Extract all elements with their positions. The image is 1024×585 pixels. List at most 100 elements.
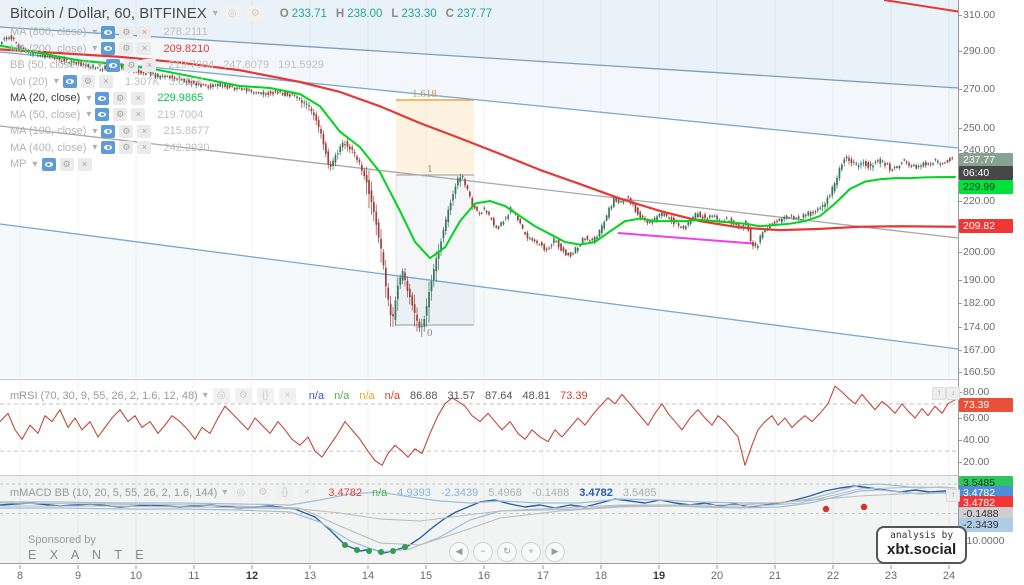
gear-icon[interactable]: ⚙	[80, 75, 95, 89]
close-icon[interactable]: ×	[131, 91, 146, 105]
indicator-values: 229.9865	[157, 92, 203, 104]
eye-icon[interactable]	[95, 91, 110, 105]
indicator-row[interactable]: MA (400, close) ▾ ⚙ × 242.2930	[10, 140, 324, 157]
close-icon[interactable]: ×	[137, 42, 152, 56]
chevron-down-icon[interactable]: ▾	[92, 43, 98, 55]
indicator-row[interactable]: MA (20, close) ▾ ⚙ × 229.9865	[10, 90, 324, 107]
source-icon[interactable]: {}	[256, 388, 274, 403]
chevron-down-icon[interactable]: ▾	[92, 142, 98, 154]
eye-icon[interactable]	[101, 42, 116, 56]
indicator-label[interactable]: MA (20, close)	[10, 92, 81, 105]
gear-icon[interactable]: ⚙	[254, 485, 272, 500]
rsi-label[interactable]: mRSI (70, 30, 9, 55, 26, 2, 1.6, 12, 48)	[10, 389, 198, 402]
indicator-row[interactable]: MA (100, close) ▾ ⚙ × 215.8677	[10, 123, 324, 140]
rsi-pane-down-button[interactable]: ↓	[946, 387, 960, 400]
eye-icon[interactable]	[101, 124, 116, 138]
gear-icon[interactable]: ⚙	[113, 108, 128, 122]
indicator-label[interactable]: MP	[10, 158, 27, 171]
axis-label: 60.00	[963, 412, 990, 424]
time-label: 19	[652, 570, 666, 582]
close-icon[interactable]: ×	[131, 108, 146, 122]
chevron-down-icon[interactable]: ▾	[92, 125, 98, 137]
axis-label: 20.00	[963, 456, 990, 468]
magenta-line	[617, 232, 754, 245]
chevron-down-icon[interactable]: ▾	[222, 487, 228, 498]
symbol-title[interactable]: Bitcoin / Dollar, 60, BITFINEX	[10, 5, 207, 22]
indicator-row[interactable]: MA (50, close) ▾ ⚙ × 219.7004	[10, 107, 324, 124]
indicator-label[interactable]: MA (50, close)	[10, 108, 81, 121]
eye-icon[interactable]	[95, 108, 110, 122]
close-icon[interactable]: ×	[98, 75, 113, 89]
close-icon[interactable]: ×	[142, 58, 157, 72]
chevron-down-icon[interactable]: ▾	[53, 76, 59, 88]
gear-icon[interactable]: ⚙	[234, 388, 252, 403]
gear-icon[interactable]: ⚙	[119, 124, 134, 138]
indicator-label[interactable]: MA (200, close)	[10, 42, 87, 55]
indicator-values: 242.2930	[163, 142, 209, 154]
chevron-down-icon[interactable]: ▾	[86, 92, 92, 104]
eye-icon[interactable]: ◎	[223, 6, 241, 21]
chevron-down-icon[interactable]: ▾	[86, 109, 92, 121]
eye-icon[interactable]	[41, 157, 56, 171]
chevron-down-icon[interactable]: ▾	[92, 26, 98, 38]
close-icon[interactable]: ×	[278, 388, 296, 403]
scroll-right-button[interactable]: ▶	[545, 542, 565, 562]
zoom-in-button[interactable]: +	[521, 542, 541, 562]
gear-icon[interactable]: ⚙	[124, 58, 139, 72]
rsi-pane-up-button[interactable]: ↑	[932, 387, 946, 400]
close-icon[interactable]: ×	[137, 141, 152, 155]
macd-green-dot	[390, 548, 396, 554]
axis-label: 220.00	[963, 195, 996, 207]
price-badge: 229.99	[959, 180, 1013, 194]
scroll-left-button[interactable]: ◀	[449, 542, 469, 562]
gear-icon[interactable]: ⚙	[119, 141, 134, 155]
indicator-value: 1.307K	[124, 75, 160, 88]
source-icon[interactable]: {}	[276, 485, 294, 500]
chevron-down-icon[interactable]: ▾	[212, 8, 218, 19]
close-icon[interactable]: ×	[77, 157, 92, 171]
sponsor-text: Sponsored by	[28, 534, 96, 546]
eye-icon[interactable]	[106, 58, 121, 72]
eye-icon[interactable]	[101, 25, 116, 39]
chevron-down-icon[interactable]: ▾	[202, 390, 208, 401]
eye-icon[interactable]	[101, 141, 116, 155]
macd-label[interactable]: mMACD BB (10, 20, 5, 55, 26, 2, 1.6, 144…	[10, 486, 218, 499]
reset-view-button[interactable]: ↻	[497, 542, 517, 562]
pane-value: 86.88	[409, 389, 438, 402]
svg-text:1: 1	[427, 163, 433, 175]
indicator-label[interactable]: MA (100, close)	[10, 125, 87, 138]
gear-icon[interactable]: ⚙	[119, 42, 134, 56]
close-icon[interactable]: ×	[298, 485, 316, 500]
close-icon[interactable]: ×	[137, 25, 152, 39]
gear-icon[interactable]: ⚙	[119, 25, 134, 39]
indicator-row[interactable]: Vol (20) ▾ ⚙ × 1.307K 3.815K	[10, 74, 324, 91]
gear-icon[interactable]: ⚙	[246, 6, 264, 21]
indicator-value: 229.9865	[157, 92, 204, 105]
chevron-down-icon[interactable]: ▾	[32, 158, 38, 170]
axis-tick	[958, 303, 962, 304]
analysis-brand[interactable]: xbt.social	[887, 541, 957, 558]
indicator-row[interactable]: MP ▾ ⚙ ×	[10, 156, 324, 173]
gear-icon[interactable]: ⚙	[113, 91, 128, 105]
indicator-label[interactable]: MA (800, close)	[10, 26, 87, 39]
eye-icon[interactable]	[62, 75, 77, 89]
indicator-value: 278.2111	[163, 26, 208, 39]
close-icon[interactable]: ×	[137, 124, 152, 138]
indicator-row[interactable]: MA (200, close) ▾ ⚙ × 209.8210	[10, 41, 324, 58]
eye-icon[interactable]: ◎	[212, 388, 230, 403]
indicator-label[interactable]: BB (50, close, 3)	[10, 59, 92, 72]
eye-icon[interactable]: ◎	[232, 485, 250, 500]
zoom-out-button[interactable]: −	[473, 542, 493, 562]
indicator-label[interactable]: Vol (20)	[10, 75, 48, 88]
indicator-row[interactable]: MA (800, close) ▾ ⚙ × 278.2111	[10, 24, 324, 41]
pane-value: 87.64	[485, 389, 513, 402]
indicator-label[interactable]: MA (400, close)	[10, 141, 87, 154]
sponsor-brand[interactable]: E X A N T E	[28, 548, 149, 562]
gear-icon[interactable]: ⚙	[59, 157, 74, 171]
pane-value: 3.5485	[622, 486, 657, 499]
macd-pane-up-button[interactable]: ↑	[946, 489, 960, 502]
chevron-down-icon[interactable]: ▾	[97, 59, 103, 71]
indicator-row[interactable]: BB (50, close, 3) ▾ ⚙ × 219.7004 247.8079 191.…	[10, 57, 324, 74]
